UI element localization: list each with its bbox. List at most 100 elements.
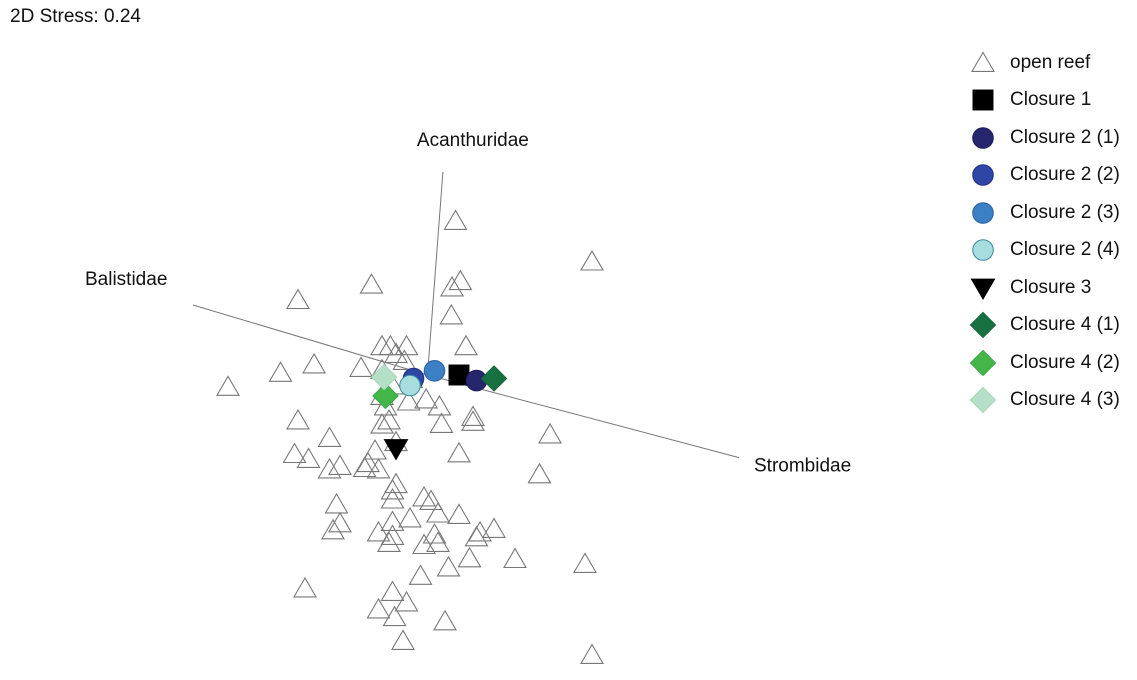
point-open-reef bbox=[380, 488, 405, 509]
vector-label-balistidae: Balistidae bbox=[85, 269, 167, 290]
point-open-reef bbox=[268, 361, 293, 382]
legend-marker-closure-2-1 bbox=[972, 126, 994, 149]
point-open-reef bbox=[414, 387, 439, 409]
legend-item-open-reef: open reef bbox=[968, 44, 1120, 82]
point-open-reef bbox=[359, 273, 384, 294]
point-closure-4-3 bbox=[370, 363, 398, 391]
legend-item-closure-4-3: Closure 4 (3) bbox=[968, 382, 1120, 420]
point-open-reef bbox=[293, 576, 317, 598]
point-open-reef bbox=[380, 580, 405, 601]
point-open-reef bbox=[457, 546, 482, 568]
legend-marker-closure-4-1 bbox=[969, 311, 997, 339]
vector-label-strombidae: Strombidae bbox=[754, 456, 851, 477]
point-open-reef bbox=[391, 629, 415, 650]
point-open-reef bbox=[447, 441, 471, 463]
legend-symbol-closure-4-3 bbox=[969, 386, 997, 414]
point-open-reef bbox=[427, 394, 452, 416]
legend-symbol-open-reef bbox=[971, 51, 995, 72]
point-open-reef bbox=[527, 462, 552, 484]
point-open-reef bbox=[352, 456, 377, 478]
point-open-reef bbox=[426, 531, 450, 552]
legend-label: Closure 3 bbox=[1010, 276, 1092, 298]
point-open-reef bbox=[394, 590, 419, 612]
point-open-reef bbox=[382, 605, 407, 627]
point-open-reef bbox=[408, 564, 433, 585]
legend-label: open reef bbox=[1010, 51, 1091, 73]
point-open-reef bbox=[429, 412, 454, 433]
legend-symbol-closure-4-2 bbox=[969, 349, 997, 377]
legend-item-closure-2-3: Closure 2 (3) bbox=[968, 194, 1120, 232]
legend-marker-open-reef bbox=[971, 51, 995, 72]
point-open-reef bbox=[216, 375, 240, 396]
point-open-reef bbox=[366, 520, 391, 542]
point-open-reef bbox=[436, 555, 461, 577]
legend-label: Closure 4 (3) bbox=[1010, 389, 1120, 411]
legend-item-closure-2-2: Closure 2 (2) bbox=[968, 157, 1120, 195]
point-open-reef bbox=[422, 523, 447, 544]
point-open-reef bbox=[439, 303, 464, 325]
legend-label: Closure 2 (1) bbox=[1010, 126, 1120, 148]
point-open-reef bbox=[503, 547, 527, 569]
legend-label: Closure 2 (4) bbox=[1010, 239, 1120, 261]
point-open-reef bbox=[373, 394, 398, 416]
point-open-reef bbox=[461, 405, 485, 426]
legend-item-closure-4-2: Closure 4 (2) bbox=[968, 344, 1120, 382]
point-closure-4-1 bbox=[480, 365, 508, 392]
point-open-reef bbox=[384, 342, 408, 363]
point-closure-3 bbox=[383, 439, 409, 461]
point-open-reef bbox=[356, 451, 380, 473]
point-open-reef bbox=[370, 334, 394, 356]
legend-label: Closure 4 (2) bbox=[1010, 351, 1120, 373]
point-open-reef bbox=[392, 349, 417, 370]
point-open-reef bbox=[370, 413, 394, 434]
point-open-reef bbox=[580, 250, 604, 271]
point-open-reef bbox=[366, 597, 391, 619]
stress-label: 2D Stress: 0.24 bbox=[10, 6, 141, 27]
legend-label: Closure 1 bbox=[1010, 89, 1092, 111]
legend-item-closure-1: Closure 1 bbox=[968, 82, 1120, 120]
point-open-reef bbox=[448, 269, 473, 291]
point-open-reef bbox=[580, 643, 604, 664]
point-open-reef bbox=[380, 524, 405, 545]
point-open-reef bbox=[317, 457, 342, 479]
point-open-reef bbox=[377, 408, 401, 430]
legend-symbol-closure-3 bbox=[970, 278, 996, 300]
point-closure-4-2 bbox=[372, 382, 399, 410]
point-open-reef bbox=[296, 447, 321, 468]
legend-marker-closure-2-4 bbox=[972, 239, 994, 262]
point-closure-2-4 bbox=[399, 374, 421, 397]
legend-marker-closure-2-2 bbox=[972, 164, 994, 187]
legend: open reef Closure 1 Closure 2 (1) Closure 2… bbox=[968, 44, 1120, 419]
point-open-reef bbox=[384, 472, 408, 494]
point-open-reef bbox=[380, 510, 405, 531]
vector-label-acanthuridae: Acanthuridae bbox=[417, 130, 529, 151]
plot-points bbox=[216, 209, 604, 664]
point-open-reef bbox=[349, 356, 373, 377]
legend-label: Closure 2 (2) bbox=[1010, 164, 1120, 186]
legend-symbol-closure-2-2 bbox=[972, 164, 994, 187]
point-open-reef bbox=[366, 457, 391, 479]
legend-item-closure-2-1: Closure 2 (1) bbox=[968, 119, 1120, 157]
point-open-reef bbox=[461, 410, 485, 431]
vector-balistidae bbox=[192, 304, 428, 376]
legend-label: Closure 4 (1) bbox=[1010, 314, 1120, 336]
legend-item-closure-2-4: Closure 2 (4) bbox=[968, 232, 1120, 270]
point-open-reef bbox=[538, 422, 562, 444]
point-open-reef bbox=[286, 408, 310, 430]
point-open-reef bbox=[328, 511, 352, 533]
point-open-reef bbox=[426, 502, 450, 523]
legend-marker-closure-1 bbox=[972, 89, 994, 111]
legend-symbol-closure-4-1 bbox=[969, 311, 997, 339]
point-open-reef bbox=[282, 442, 307, 464]
point-open-reef bbox=[464, 525, 489, 547]
legend-marker-closure-4-3 bbox=[969, 386, 997, 414]
point-open-reef bbox=[378, 334, 403, 356]
point-open-reef bbox=[394, 334, 419, 356]
point-open-reef bbox=[321, 518, 345, 540]
point-open-reef bbox=[447, 503, 471, 524]
point-open-reef bbox=[302, 352, 327, 374]
legend-symbol-closure-2-3 bbox=[972, 201, 994, 224]
point-open-reef bbox=[396, 390, 421, 411]
point-open-reef bbox=[412, 485, 436, 507]
legend-item-closure-4-1: Closure 4 (1) bbox=[968, 307, 1120, 345]
